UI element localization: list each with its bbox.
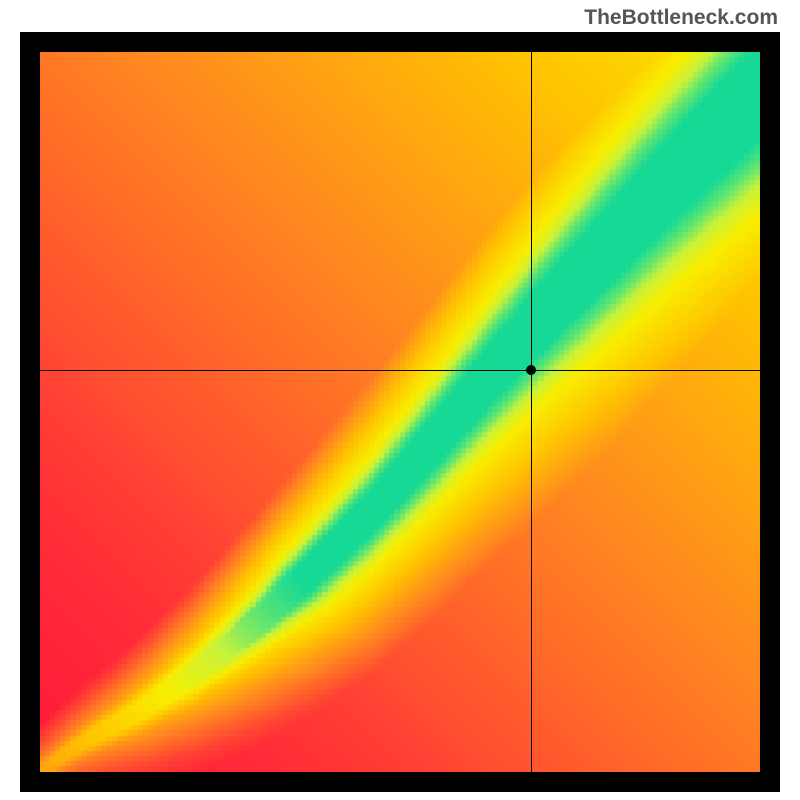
- crosshair-vertical: [531, 52, 532, 772]
- marker-dot: [526, 365, 536, 375]
- watermark-text: TheBottleneck.com: [584, 6, 778, 30]
- heatmap-canvas: [40, 52, 760, 772]
- plot-frame: [20, 32, 780, 792]
- chart-container: TheBottleneck.com: [0, 0, 800, 800]
- crosshair-horizontal: [40, 370, 760, 371]
